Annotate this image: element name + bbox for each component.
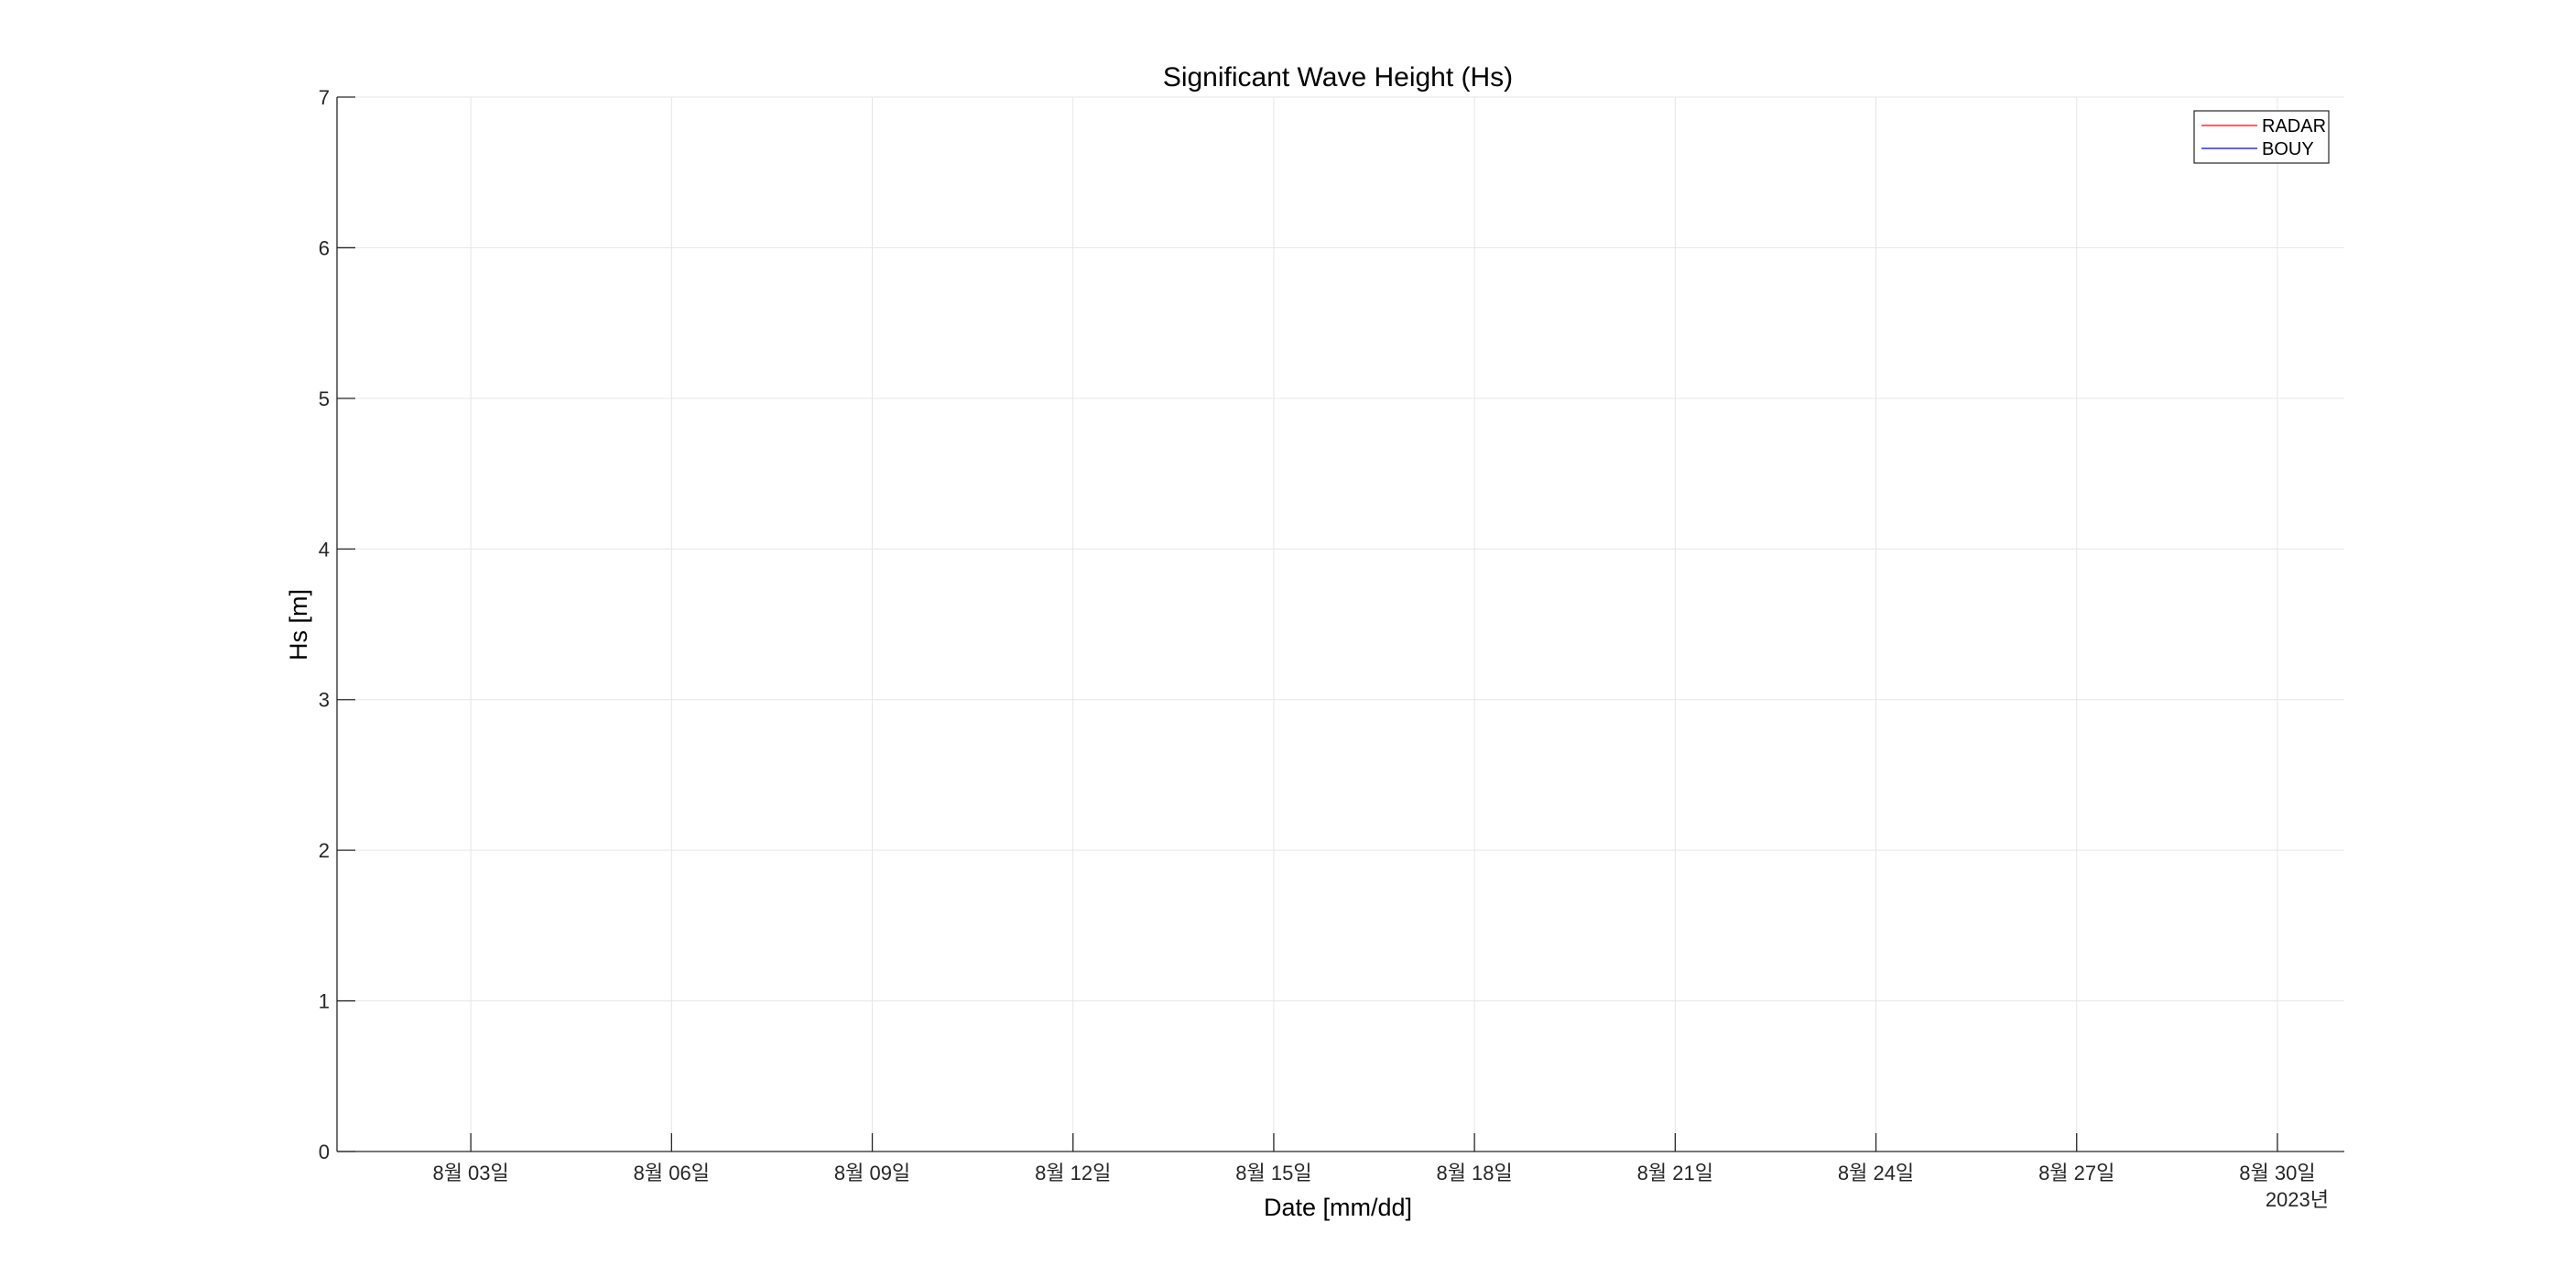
y-ticks: 0 1 2 3 4 5 6 7 (319, 86, 355, 1163)
x-tick-label: 8월 24일 (1838, 1162, 1914, 1184)
x-tick-label: 8월 09일 (834, 1162, 910, 1184)
y-tick-label: 5 (319, 387, 330, 410)
legend-label-radar: RADAR (2262, 116, 2326, 136)
x-ticks: 8월 03일 8월 06일 8월 09일 8월 12일 8월 15일 8월 18일 8월 2… (432, 1133, 2316, 1184)
x-tick-label: 8월 21일 (1637, 1162, 1713, 1184)
x-tick-label: 8월 15일 (1235, 1162, 1311, 1184)
x-axis-title: Date [mm/dd] (1264, 1194, 1412, 1221)
x-tick-label: 8월 06일 (634, 1162, 710, 1184)
x-tick-label: 8월 18일 (1436, 1162, 1512, 1184)
y-grid (337, 96, 2344, 1002)
y-tick-label: 4 (319, 538, 330, 561)
x-grid (470, 97, 2278, 1152)
x-secondary-label: 2023년 (2266, 1188, 2329, 1211)
legend: RADAR BOUY (2193, 110, 2330, 164)
legend-label-bouy: BOUY (2262, 139, 2314, 159)
y-tick-label: 2 (319, 839, 330, 862)
x-tick-label: 8월 03일 (432, 1162, 508, 1184)
y-tick-label: 6 (319, 236, 330, 259)
legend-box (2193, 110, 2330, 164)
chart-title: Significant Wave Height (Hs) (1163, 62, 1513, 93)
y-axis-title: Hs [m] (285, 589, 312, 660)
x-tick-label: 8월 12일 (1035, 1162, 1111, 1184)
y-tick-label: 7 (319, 86, 330, 109)
y-tick-label: 0 (319, 1141, 330, 1163)
y-tick-label: 1 (319, 990, 330, 1013)
x-tick-label: 8월 27일 (2038, 1162, 2114, 1184)
x-tick-label: 8월 30일 (2239, 1162, 2315, 1184)
y-tick-label: 3 (319, 689, 330, 712)
